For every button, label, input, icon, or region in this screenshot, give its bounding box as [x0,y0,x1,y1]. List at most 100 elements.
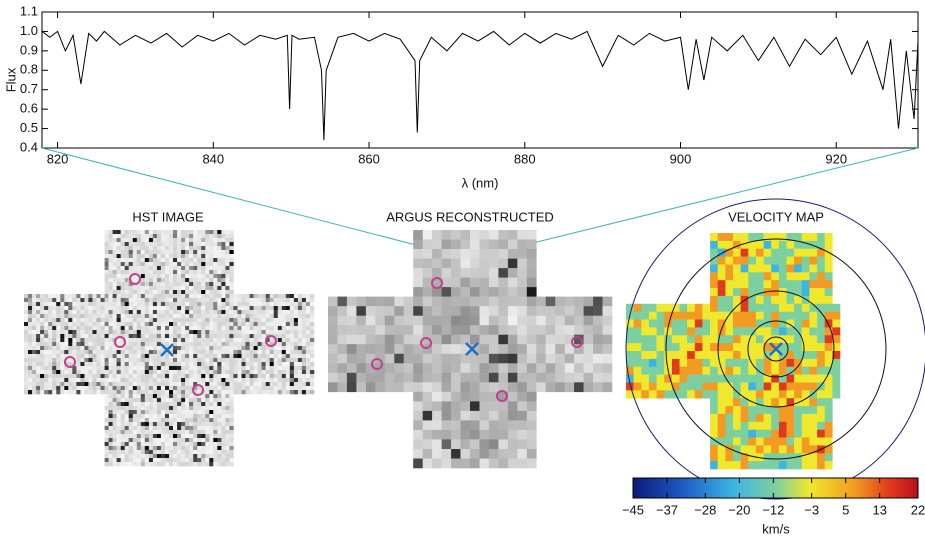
pixel [213,438,218,443]
pixel [229,418,234,423]
pixel [189,410,194,415]
pixel [112,278,117,283]
pixel [148,370,154,375]
pixel [116,418,121,423]
pixel [169,426,174,431]
pixel [245,322,250,327]
pixel [197,434,202,439]
pixel [702,335,711,344]
pixel [221,370,226,375]
pixel [120,426,125,431]
pixel [181,314,186,319]
pixel [517,296,528,307]
pixel [40,358,45,363]
pixel [221,406,226,411]
pixel [165,246,170,251]
pixel [24,302,29,307]
pixel [60,298,65,303]
source-marker [431,277,443,289]
pixel [725,366,734,375]
pixel [40,370,45,375]
pixel [517,334,528,345]
pixel [189,430,194,435]
pixel [120,274,125,279]
pixel [173,354,178,359]
pixel [156,270,162,275]
pixel [277,314,283,319]
pixel [116,266,121,271]
pixel [116,386,121,391]
pixel [365,382,376,393]
pixel [809,382,818,391]
image-pixels [328,230,613,469]
pixel [148,302,154,307]
pixel [679,327,688,336]
pixel [144,418,150,423]
pixel [507,439,518,450]
pixel [209,370,214,375]
pixel [169,306,174,311]
pixel [253,298,258,303]
pixel [470,230,480,240]
pixel [717,453,726,462]
pixel [173,278,178,283]
pixel [832,319,841,328]
pixel [269,322,274,327]
pixel [470,410,480,421]
pixel [281,382,287,387]
pixel [173,374,178,379]
pixel [96,362,101,367]
pixel [229,362,234,367]
pixel [217,318,222,323]
pixel [626,351,634,360]
pixel [160,246,166,251]
pixel [144,450,150,455]
pixel [193,334,198,339]
pixel [257,354,262,359]
pixel [72,386,77,391]
pixel [229,302,234,307]
pixel [221,286,226,291]
pixel [181,454,186,459]
pixel [498,458,509,469]
pixel [717,319,726,328]
pixel [148,362,154,367]
pixel [237,354,242,359]
pixel [710,295,718,305]
pixel [269,358,274,363]
pixel [52,358,57,363]
pixel [104,418,109,423]
pixel [641,327,650,336]
pixel [36,390,41,395]
pixel [152,250,158,255]
pixel [245,358,250,363]
pixel [801,421,810,430]
pixel [120,362,125,367]
pixel [305,366,311,371]
pixel [778,351,787,360]
pixel [517,315,528,326]
pixel [725,398,734,407]
pixel [526,306,537,316]
pixel [201,274,206,279]
pixel [517,420,528,431]
pixel [197,442,202,447]
pixel [310,338,315,343]
pixel [140,442,146,447]
pixel [140,234,146,239]
pixel [156,382,162,387]
pixel [365,353,376,364]
pixel [132,462,138,467]
pixel [201,302,206,307]
pixel [725,358,734,368]
pixel [40,310,45,315]
pixel [209,418,214,423]
pixel [205,282,210,287]
pixel [301,358,307,363]
pixel [124,366,129,371]
pixel [526,439,537,450]
pixel [24,298,29,303]
pixel [185,434,190,439]
pixel [120,358,125,363]
pixel [68,294,73,299]
